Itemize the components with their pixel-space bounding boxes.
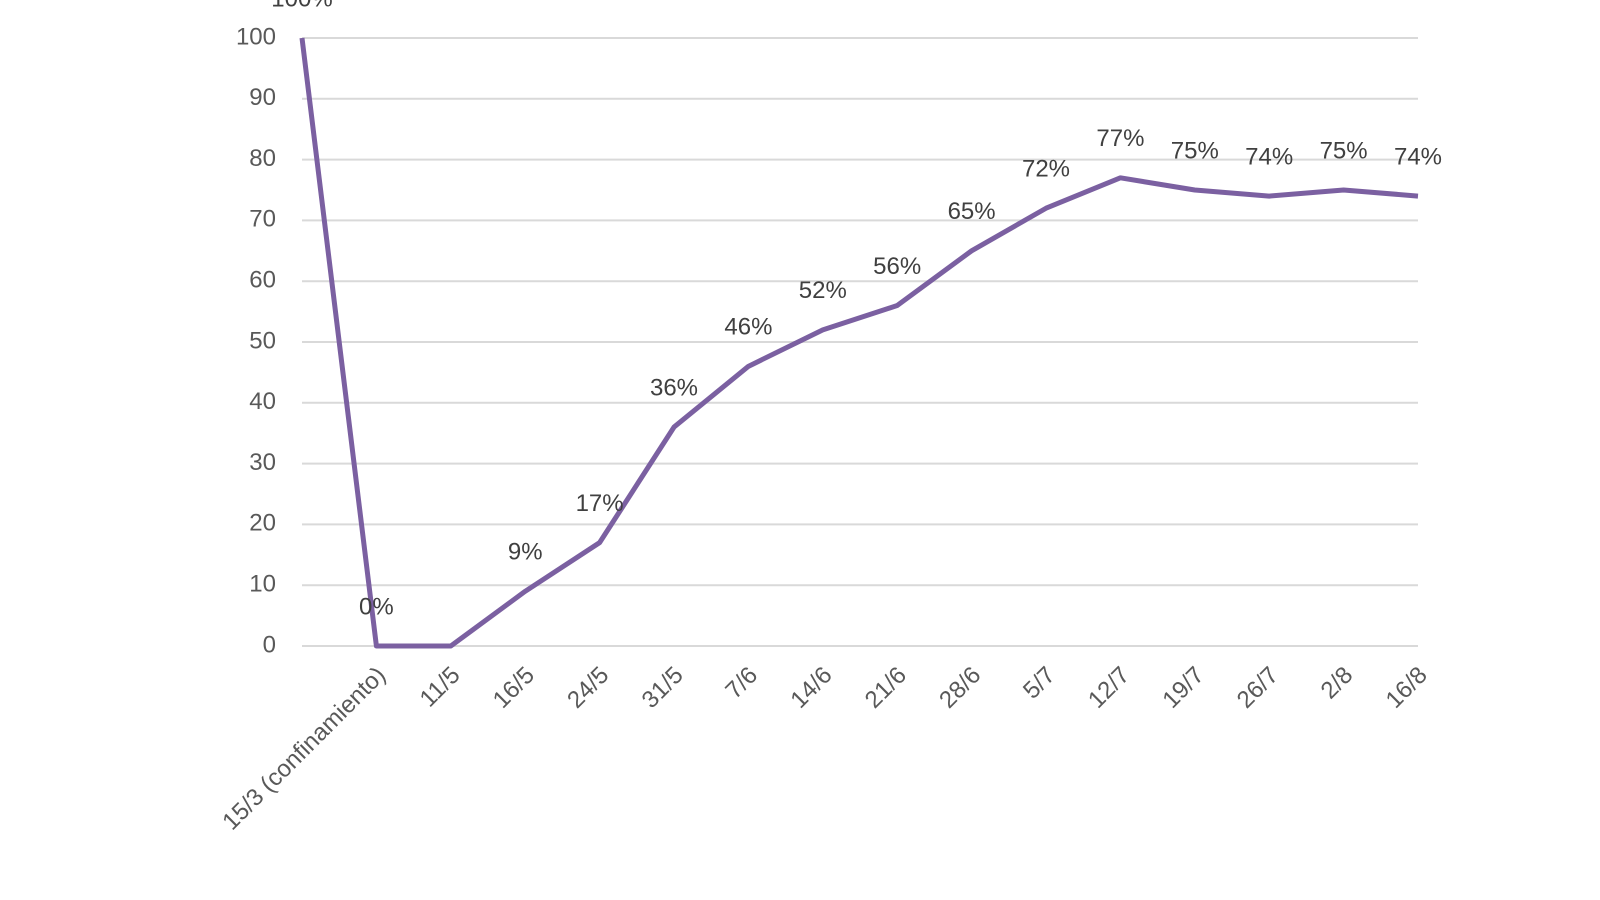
x-tick-label: 5/7 bbox=[1018, 662, 1061, 705]
x-axis: 15/3 (confinamiento) 11/5 16/5 24/5 31/5 7/6 1… bbox=[217, 662, 1432, 836]
x-tick-label: 14/6 bbox=[785, 662, 837, 714]
data-label: 75% bbox=[1171, 137, 1219, 164]
y-tick-label: 50 bbox=[249, 327, 276, 354]
y-tick-label: 40 bbox=[249, 388, 276, 415]
data-label: 52% bbox=[799, 277, 847, 304]
gridlines bbox=[302, 37, 1418, 647]
x-tick-label: 24/5 bbox=[562, 662, 614, 714]
data-label: 9% bbox=[508, 539, 543, 566]
series bbox=[299, 37, 1419, 649]
y-tick-label: 20 bbox=[249, 510, 276, 537]
y-tick-label: 100 bbox=[236, 23, 276, 50]
data-label: 36% bbox=[650, 374, 698, 401]
x-tick-label: 28/6 bbox=[934, 662, 986, 714]
y-tick-label: 80 bbox=[249, 145, 276, 172]
data-label: 100% bbox=[271, 0, 332, 12]
x-tick-label: 7/6 bbox=[720, 662, 763, 705]
x-tick-label: 2/8 bbox=[1316, 662, 1359, 705]
y-tick-label: 0 bbox=[263, 631, 276, 658]
data-labels: 100% 0% 9% 17% 36% 46% 52% 56% 65% 72% 77% 75% 74% 75… bbox=[271, 0, 1442, 620]
data-label: 0% bbox=[359, 593, 394, 620]
x-tick-label: 21/6 bbox=[860, 662, 912, 714]
x-tick-label: 15/3 (confinamiento) bbox=[217, 662, 391, 836]
y-tick-label: 10 bbox=[249, 571, 276, 598]
x-tick-label: 19/7 bbox=[1157, 662, 1209, 714]
data-label: 75% bbox=[1320, 137, 1368, 164]
data-label: 74% bbox=[1245, 143, 1293, 170]
x-tick-label: 16/8 bbox=[1381, 662, 1433, 714]
data-label: 56% bbox=[873, 253, 921, 280]
x-tick-label: 12/7 bbox=[1083, 662, 1135, 714]
y-tick-label: 70 bbox=[249, 206, 276, 233]
data-label: 46% bbox=[724, 314, 772, 341]
y-tick-label: 90 bbox=[249, 84, 276, 111]
data-label: 72% bbox=[1022, 156, 1070, 183]
x-tick-label: 16/5 bbox=[488, 662, 540, 714]
y-tick-label: 60 bbox=[249, 267, 276, 294]
x-tick-label: 11/5 bbox=[415, 662, 466, 713]
x-tick-label: 31/5 bbox=[637, 662, 689, 714]
x-tick-label: 26/7 bbox=[1232, 662, 1284, 714]
data-label: 77% bbox=[1096, 125, 1144, 152]
series-line bbox=[299, 37, 1419, 649]
y-tick-label: 30 bbox=[249, 449, 276, 476]
data-label: 74% bbox=[1394, 143, 1442, 170]
data-label: 17% bbox=[576, 490, 624, 517]
data-label: 65% bbox=[948, 198, 996, 225]
y-axis: 0 10 20 30 40 50 60 70 80 90 100 bbox=[236, 23, 276, 658]
